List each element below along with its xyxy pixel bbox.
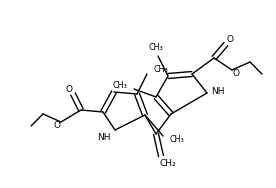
Text: CH₃: CH₃ bbox=[170, 136, 184, 145]
Text: CH₃: CH₃ bbox=[113, 80, 128, 89]
Text: NH: NH bbox=[211, 86, 225, 96]
Text: NH: NH bbox=[97, 133, 111, 142]
Text: CH₂: CH₂ bbox=[160, 158, 176, 168]
Text: CH₃: CH₃ bbox=[154, 65, 168, 74]
Text: O: O bbox=[232, 70, 240, 79]
Text: O: O bbox=[65, 84, 73, 93]
Text: CH₃: CH₃ bbox=[148, 43, 163, 52]
Text: O: O bbox=[227, 36, 233, 45]
Text: O: O bbox=[54, 121, 60, 130]
